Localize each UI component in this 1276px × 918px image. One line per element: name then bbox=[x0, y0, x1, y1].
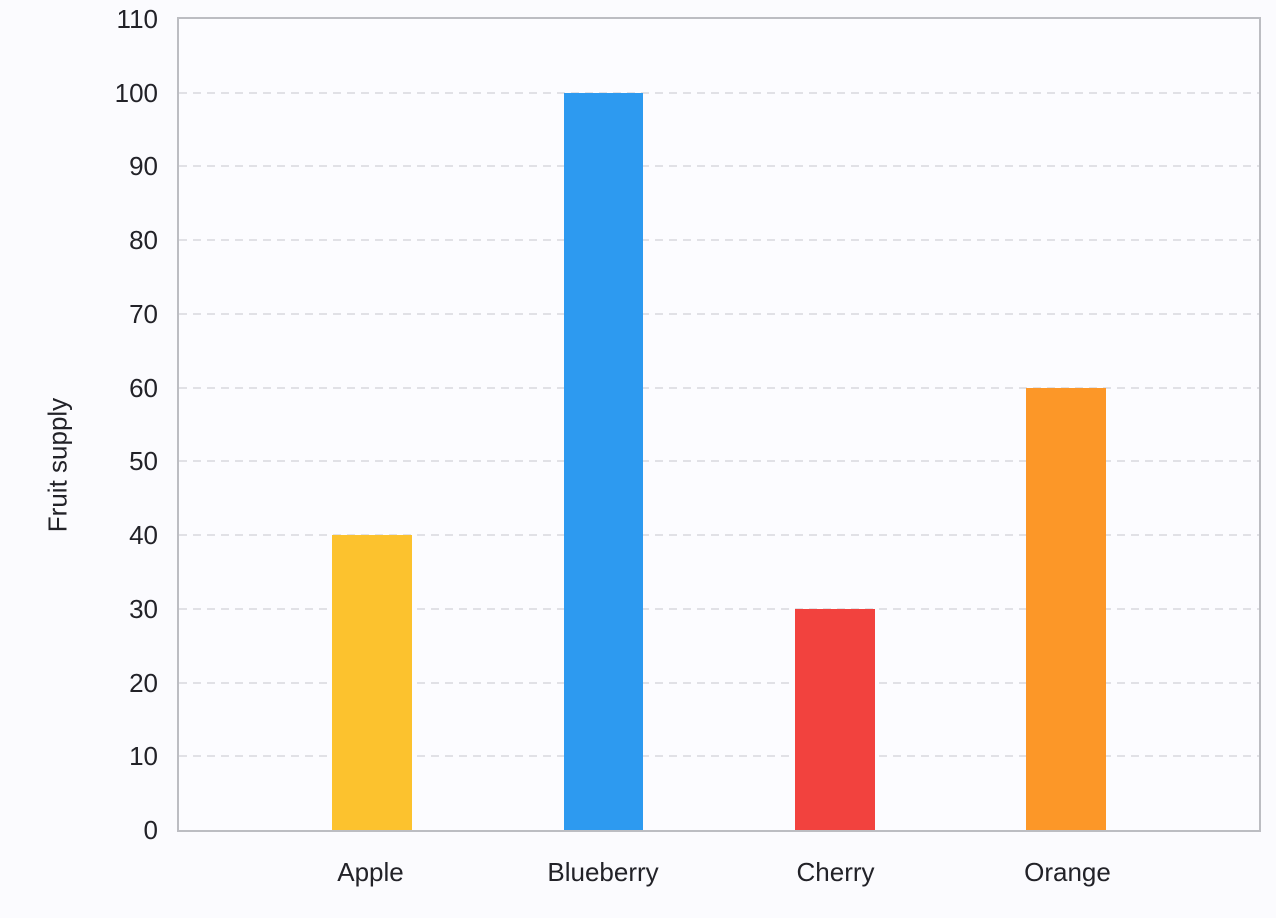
bar-cherry[interactable] bbox=[795, 608, 875, 830]
gridline-70 bbox=[179, 312, 1259, 315]
x-axis-category-labels: Apple Blueberry Cherry Orange bbox=[177, 850, 1261, 894]
y-tick-label-50: 50 bbox=[129, 446, 158, 477]
y-tick-label-100: 100 bbox=[114, 77, 158, 108]
y-tick-label-30: 30 bbox=[129, 593, 158, 624]
y-tick-label-60: 60 bbox=[129, 372, 158, 403]
bar-orange[interactable] bbox=[1026, 387, 1107, 830]
gridline-100 bbox=[179, 91, 1259, 94]
y-tick-label-0: 0 bbox=[143, 815, 158, 845]
x-category-label-apple: Apple bbox=[337, 857, 404, 887]
x-category-label-blueberry: Blueberry bbox=[547, 857, 659, 887]
gridline-80 bbox=[179, 239, 1259, 242]
y-tick-label-10: 10 bbox=[129, 741, 158, 772]
y-tick-label-20: 20 bbox=[129, 667, 158, 698]
plot-area bbox=[177, 17, 1261, 832]
y-axis-tick-labels: 0 10 20 30 40 50 60 70 80 90 100 110 bbox=[0, 6, 158, 843]
y-tick-label-110: 110 bbox=[116, 4, 158, 34]
bar-apple[interactable] bbox=[331, 535, 412, 830]
x-category-label-cherry: Cherry bbox=[796, 857, 875, 887]
gridline-90 bbox=[179, 165, 1259, 168]
x-category-label-orange: Orange bbox=[1024, 857, 1111, 887]
bar-blueberry[interactable] bbox=[563, 92, 644, 830]
y-tick-label-90: 90 bbox=[129, 151, 158, 182]
y-tick-label-40: 40 bbox=[129, 520, 158, 551]
y-tick-label-70: 70 bbox=[129, 298, 158, 329]
y-tick-label-80: 80 bbox=[129, 225, 158, 256]
